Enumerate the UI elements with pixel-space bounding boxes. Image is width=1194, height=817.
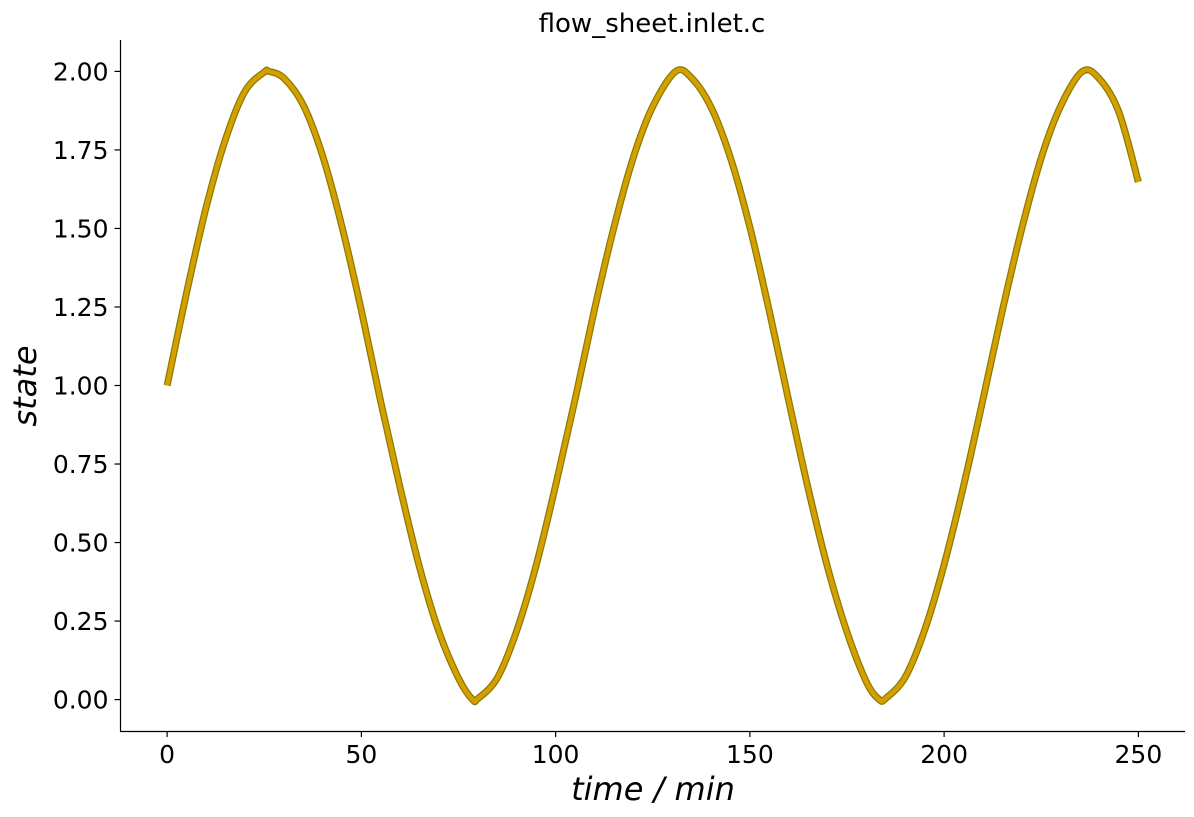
x-tick-label: 50 [345, 740, 377, 769]
y-tick-label: 2.00 [53, 57, 109, 86]
x-tick-label: 250 [1115, 740, 1163, 769]
x-tick-label: 0 [159, 740, 175, 769]
x-axis-ticks: 0 50 100 150 200 250 [159, 731, 1162, 769]
y-tick-label: 0.00 [53, 686, 109, 715]
y-tick-label: 0.50 [53, 529, 109, 558]
x-tick-label: 150 [726, 740, 774, 769]
x-tick-label: 200 [920, 740, 968, 769]
series-line [164, 67, 1141, 704]
series-line-outline [163, 66, 1142, 706]
y-tick-label: 0.75 [53, 450, 109, 479]
y-tick-label: 1.75 [53, 136, 109, 165]
x-axis-label: time / min [571, 770, 735, 808]
y-tick-label: 1.25 [53, 293, 109, 322]
y-axis-ticks: 0.00 0.25 0.50 0.75 1.00 1.25 1.50 1.75 2.00 [53, 57, 121, 715]
y-tick-label: 1.50 [53, 214, 109, 243]
plot-area [163, 66, 1142, 706]
y-tick-label: 0.25 [53, 607, 109, 636]
y-tick-label: 1.00 [53, 372, 109, 401]
y-axis-label: state [6, 345, 44, 426]
chart-title: flow_sheet.inlet.c [539, 9, 766, 39]
x-tick-label: 100 [532, 740, 580, 769]
